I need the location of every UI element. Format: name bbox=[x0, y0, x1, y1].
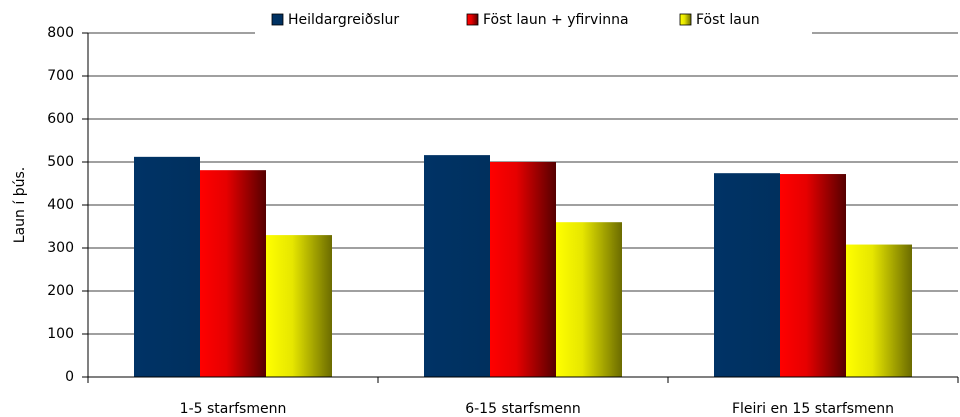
x-tick-label: 1-5 starfsmenn bbox=[180, 401, 287, 417]
bar bbox=[266, 235, 332, 377]
y-tick-label: 0 bbox=[65, 369, 74, 385]
legend-swatch bbox=[679, 13, 692, 26]
bar bbox=[846, 244, 912, 377]
y-tick-label: 500 bbox=[47, 154, 74, 170]
y-tick-label: 300 bbox=[47, 240, 74, 256]
y-tick-label: 200 bbox=[47, 283, 74, 299]
bar bbox=[556, 222, 622, 377]
legend-label: Föst laun bbox=[696, 12, 760, 28]
y-axis-label: Laun í þús. bbox=[12, 167, 28, 243]
y-tick-label: 100 bbox=[47, 326, 74, 342]
bar bbox=[424, 155, 490, 377]
bar bbox=[714, 173, 780, 377]
bar bbox=[200, 170, 266, 377]
x-tick-label: Fleiri en 15 starfsmenn bbox=[732, 401, 894, 417]
bar bbox=[490, 162, 556, 377]
legend-label: Heildargreiðslur bbox=[288, 12, 399, 28]
legend-label: Föst laun + yfirvinna bbox=[483, 12, 629, 28]
bar bbox=[780, 174, 846, 377]
y-tick-label: 600 bbox=[47, 111, 74, 127]
bar bbox=[134, 156, 200, 377]
y-tick-label: 800 bbox=[47, 25, 74, 41]
x-tick-label: 6-15 starfsmenn bbox=[465, 401, 581, 417]
y-tick-label: 700 bbox=[47, 68, 74, 84]
legend: Heildargreiðslur Föst laun + yfirvinna Fös… bbox=[255, 6, 812, 36]
legend-swatch bbox=[271, 13, 284, 26]
legend-swatch bbox=[466, 13, 479, 26]
legend-box bbox=[255, 6, 812, 36]
y-tick-label: 400 bbox=[47, 197, 74, 213]
